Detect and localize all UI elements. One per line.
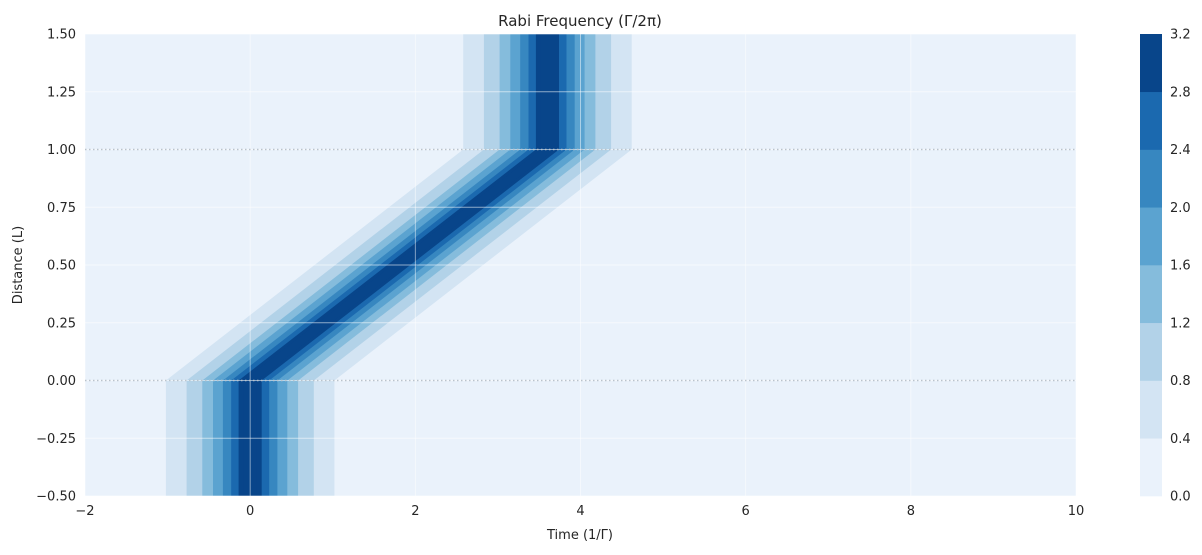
colorbar-band (1140, 438, 1162, 497)
chart-title: Rabi Frequency (Γ/2π) (498, 12, 662, 30)
plot-area (84, 33, 1077, 497)
colorbar-ticks: 0.0 0.4 0.8 1.2 1.6 2.0 2.4 2.8 3.2 (1170, 28, 1191, 505)
y-tick-label: 1.25 (47, 85, 76, 100)
x-tick-label: −2 (75, 504, 94, 519)
colorbar-tick-label: 2.0 (1170, 201, 1191, 216)
x-axis-ticks: −2 0 2 4 6 8 10 (75, 504, 1084, 519)
x-axis-label: Time (1/Γ) (546, 528, 613, 543)
colorbar-band (1140, 207, 1162, 266)
x-tick-label: 8 (907, 504, 915, 519)
x-tick-label: 4 (576, 504, 584, 519)
x-tick-label: 2 (411, 504, 419, 519)
colorbar-band (1140, 149, 1162, 208)
y-tick-label: 0.50 (47, 259, 76, 274)
y-tick-label: −0.50 (36, 490, 76, 505)
colorbar-tick-label: 2.4 (1170, 143, 1191, 158)
y-tick-label: −0.25 (36, 432, 76, 447)
colorbar-tick-label: 1.6 (1170, 259, 1191, 274)
y-axis-label: Distance (L) (11, 226, 26, 304)
y-tick-label: 0.25 (47, 316, 76, 331)
colorbar-tick-label: 3.2 (1170, 28, 1191, 43)
colorbar-band (1140, 380, 1162, 439)
colorbar-tick-label: 0.0 (1170, 490, 1191, 505)
y-tick-label: 0.00 (47, 374, 76, 389)
colorbar-band (1140, 322, 1162, 381)
colorbar-tick-label: 1.2 (1170, 316, 1191, 331)
colorbar-band (1140, 34, 1162, 93)
x-tick-label: 6 (742, 504, 750, 519)
y-axis-ticks: −0.50 −0.25 0.00 0.25 0.50 0.75 1.00 1.25 1.50 (36, 28, 76, 505)
colorbar-band (1140, 91, 1162, 150)
y-tick-label: 0.75 (47, 201, 76, 216)
colorbar-band (1140, 265, 1162, 324)
colorbar-tick-label: 0.8 (1170, 374, 1191, 389)
y-tick-label: 1.50 (47, 28, 76, 43)
colorbar-tick-label: 2.8 (1170, 85, 1191, 100)
colorbar-tick-label: 0.4 (1170, 432, 1191, 447)
x-tick-label: 0 (246, 504, 254, 519)
colorbar (1140, 34, 1162, 497)
y-tick-label: 1.00 (47, 143, 76, 158)
x-tick-label: 10 (1068, 504, 1085, 519)
